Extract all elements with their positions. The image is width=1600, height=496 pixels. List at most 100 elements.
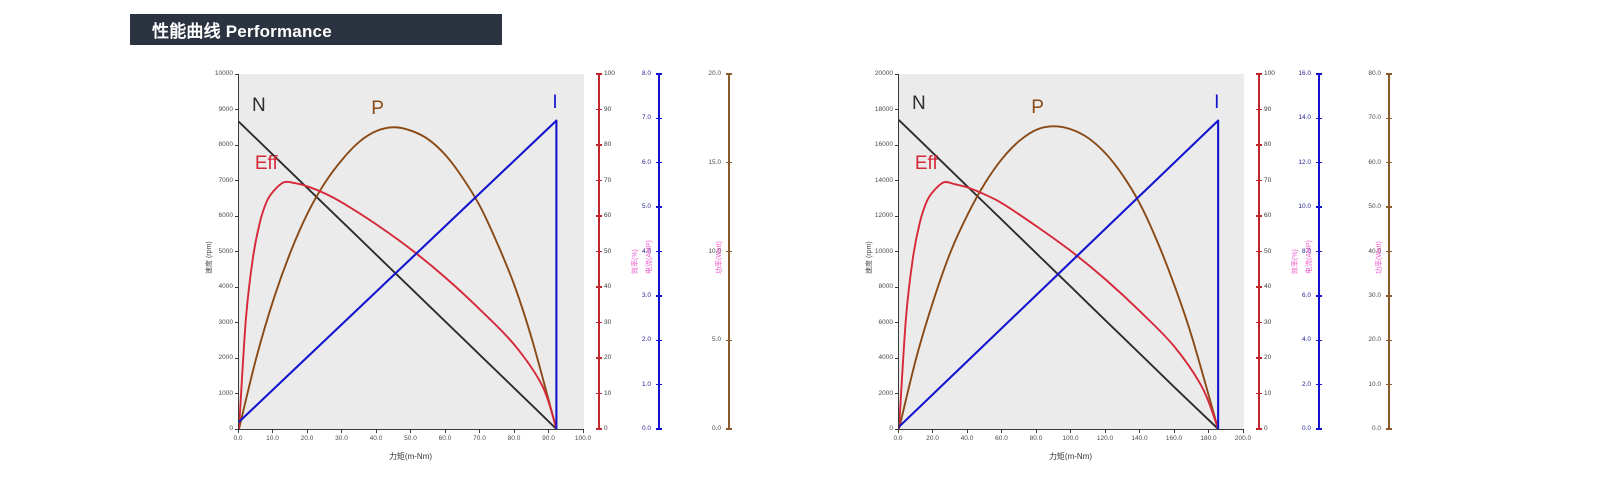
x-tick-mark [237, 430, 239, 433]
x-tick-label: 140.0 [1131, 435, 1148, 442]
y-tick-label: 16000 [874, 141, 893, 148]
secondary-tick-label: 7.0 [641, 114, 651, 122]
secondary-tick-label: 0.0 [1301, 425, 1311, 432]
performance-chart-left: 0 1000 2000 3000 4000 5000 6000 7000 8000 9000 100… [195, 60, 735, 480]
x-tick-mark [444, 430, 446, 433]
x-tick-label: 30.0 [335, 435, 348, 442]
secondary-tick [1256, 179, 1262, 182]
y-tick-mark [895, 251, 898, 252]
x-tick-mark [1173, 430, 1175, 433]
x-tick-label: 50.0 [404, 435, 417, 442]
secondary-tick [1386, 73, 1392, 75]
y-tick-mark [235, 144, 238, 146]
secondary-tick-label: 80 [604, 141, 612, 148]
y-tick-label: 9000 [218, 105, 233, 113]
secondary-tick-label: 0 [604, 425, 608, 432]
secondary-tick [656, 250, 662, 253]
y-tick-label: 4000 [878, 354, 893, 361]
secondary-tick [596, 357, 602, 359]
secondary-tick-label: 70 [604, 176, 612, 184]
y-tick-mark [895, 286, 898, 288]
secondary-tick [1256, 215, 1262, 217]
x-tick-mark [1001, 430, 1002, 433]
x-tick-label: 20.0 [300, 435, 314, 442]
x-tick-mark [1242, 430, 1244, 433]
secondary-tick-label: 20 [604, 354, 612, 361]
secondary-tick [726, 73, 732, 75]
y-tick-label: 2000 [218, 354, 233, 361]
secondary-tick-label: 6.0 [641, 158, 651, 166]
y-tick-label: 6000 [218, 212, 233, 219]
curves-canvas [239, 119, 558, 429]
secondary-tick [656, 206, 662, 208]
y-tick-mark [895, 357, 898, 359]
secondary-tick-label: 100 [1264, 70, 1275, 77]
secondary-tick [1256, 392, 1262, 395]
y-tick-label: 1000 [218, 389, 233, 397]
curve-label-speed: N [912, 93, 926, 115]
plot-area [898, 74, 1244, 430]
x-tick-label: 60.0 [438, 435, 452, 442]
x-tick-label: 100.0 [1062, 435, 1079, 442]
secondary-tick-label: 10 [604, 389, 612, 397]
secondary-tick-label: 8.0 [1301, 247, 1311, 255]
secondary-tick-label: 10 [1264, 389, 1272, 397]
secondary-tick [1256, 108, 1262, 111]
secondary-tick [1386, 383, 1392, 386]
secondary-tick-label: 16.0 [1298, 70, 1311, 77]
y-tick-label: 8000 [218, 141, 233, 148]
secondary-tick-label: 40 [1264, 283, 1272, 290]
y-tick-mark [895, 322, 898, 323]
x-tick-label: 10.0 [266, 435, 279, 442]
secondary-tick-label: 60 [604, 212, 612, 219]
secondary-tick [596, 144, 602, 146]
secondary-tick [1256, 321, 1262, 324]
y-tick-label: 7000 [218, 176, 233, 184]
secondary-tick [1316, 339, 1322, 341]
secondary-tick [596, 250, 602, 253]
y-tick-mark [895, 428, 898, 430]
secondary-tick-label: 70 [1264, 176, 1272, 184]
x-tick-label: 40.0 [960, 435, 974, 442]
y-tick-mark [235, 251, 238, 252]
secondary-tick-label: 20.0 [708, 70, 721, 77]
secondary-tick-label: 20 [1264, 354, 1272, 361]
secondary-tick-label: 40.0 [1368, 247, 1381, 255]
x-tick-mark [479, 430, 480, 433]
secondary-tick [1256, 250, 1262, 253]
y-tick-mark [235, 286, 238, 288]
secondary-tick [656, 339, 662, 341]
secondary-tick [1386, 117, 1392, 120]
x-tick-label: 120.0 [1096, 435, 1114, 442]
secondary-tick-label: 5.0 [641, 203, 651, 211]
secondary-tick [596, 321, 602, 324]
x-tick-mark [306, 430, 308, 433]
x-tick-label: 0.0 [233, 435, 243, 442]
secondary-tick-label: 10.0 [1368, 380, 1381, 388]
x-tick-label: 80.0 [507, 435, 521, 442]
secondary-tick [596, 215, 602, 217]
x-tick-mark [897, 430, 899, 433]
y-tick-label: 12000 [874, 212, 893, 219]
secondary-tick [1316, 73, 1322, 75]
y-tick-mark [235, 357, 238, 359]
curve-label-efficiency: Eff [254, 153, 278, 175]
x-tick-mark [582, 430, 584, 433]
plot-area [238, 74, 584, 430]
y-tick-label: 0 [229, 425, 233, 432]
curves-canvas [899, 119, 1220, 429]
secondary-tick [726, 162, 732, 164]
x-tick-label: 60.0 [995, 435, 1008, 442]
curve-n [239, 120, 558, 429]
x-tick-mark [1208, 430, 1209, 433]
secondary-axis-title-current: 电流(AMP) [1306, 239, 1313, 274]
y-tick-mark [235, 215, 238, 217]
secondary-tick [596, 179, 602, 182]
secondary-tick [1256, 428, 1262, 430]
secondary-tick [1256, 73, 1262, 75]
curve-label-current: I [1214, 91, 1220, 113]
secondary-axis-title-power: 功率(Watt) [716, 240, 723, 274]
y-tick-mark [895, 109, 898, 110]
curve-eff [899, 180, 1220, 429]
y-tick-mark [895, 180, 898, 181]
